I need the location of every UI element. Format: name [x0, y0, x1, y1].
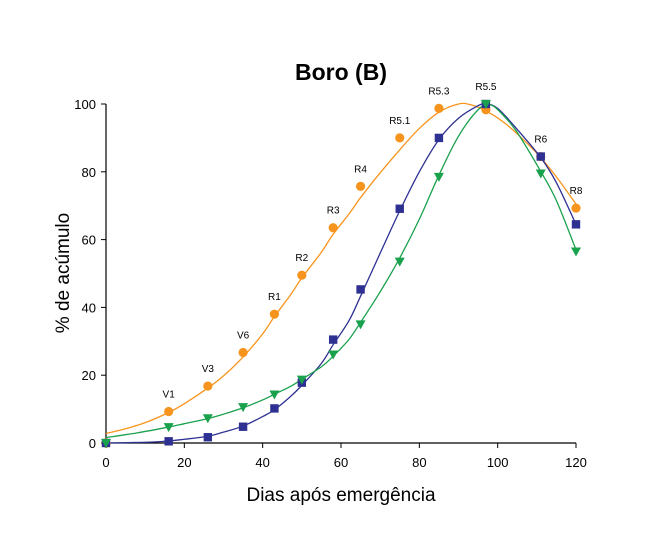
stage-label: R3	[327, 206, 340, 217]
stage-label: R8	[570, 186, 583, 197]
triangle-marker	[328, 350, 339, 360]
y-tick-label: 20	[82, 368, 96, 383]
x-tick-label: 80	[412, 455, 426, 470]
circle-marker	[328, 223, 338, 233]
square-marker	[238, 422, 248, 431]
y-tick-label: 100	[74, 97, 96, 112]
stage-annotations: V1 V3 V6 R1 R2 R3 R4 R5.1 R5.3 R5.5 R6 R8	[163, 82, 583, 400]
stage-label: V3	[202, 364, 215, 375]
circle-marker	[269, 309, 280, 319]
circle-marker	[434, 103, 444, 114]
x-tick-label: 20	[177, 455, 191, 470]
triangle-marker	[163, 423, 174, 433]
square-marker	[164, 437, 173, 446]
y-tick-label: 60	[82, 233, 96, 248]
square-marker	[270, 404, 279, 413]
x-tick-label: 0	[102, 455, 109, 470]
stage-label: V1	[163, 389, 176, 400]
stage-label: V6	[237, 330, 250, 341]
circle-marker	[297, 270, 307, 280]
series-curves	[105, 102, 577, 444]
triangle-marker	[101, 439, 111, 448]
series-line-3	[105, 103, 577, 439]
circle-marker	[238, 347, 248, 358]
y-tick-label: 0	[89, 436, 96, 451]
y-tick-label: 80	[82, 165, 96, 180]
triangle-marker	[480, 100, 491, 109]
square-marker	[328, 335, 338, 344]
square-marker	[434, 133, 444, 143]
triangle-marker	[269, 390, 280, 400]
stage-label: R1	[268, 292, 281, 303]
x-tick-label: 40	[255, 455, 269, 470]
square-marker	[356, 285, 365, 294]
triangle-marker	[433, 172, 444, 182]
chart-title: Boro (B)	[295, 59, 387, 85]
circle-marker	[164, 406, 174, 417]
stage-label: R5.5	[475, 82, 497, 93]
x-tick-label: 100	[487, 455, 509, 470]
triangle-marker	[238, 403, 249, 413]
y-axis-label: % de acúmulo	[53, 213, 74, 333]
square-marker	[395, 204, 404, 213]
x-tick-label: 120	[565, 455, 587, 470]
square-marker	[536, 152, 545, 161]
series-line-2	[105, 103, 577, 444]
triangle-marker	[535, 169, 546, 179]
triangle-marker	[202, 414, 213, 424]
x-axis-label: Dias após emergência	[246, 485, 435, 506]
triangle-marker	[394, 257, 405, 267]
stage-label: R5.3	[428, 86, 450, 97]
circle-marker	[355, 181, 366, 191]
stage-label: R2	[295, 253, 308, 264]
circle-marker	[203, 381, 213, 391]
stage-label: R6	[534, 135, 547, 146]
y-tick-label: 40	[82, 300, 96, 315]
axes: 0 20 40 60 80 100 0 20 40 60 80 100 120	[74, 97, 587, 470]
x-tick-label: 60	[334, 455, 348, 470]
triangle-marker	[571, 247, 581, 257]
stage-label: R4	[354, 164, 367, 175]
series-line-1	[105, 102, 577, 435]
square-marker	[571, 220, 581, 229]
circle-marker	[571, 203, 581, 213]
series-markers	[101, 99, 581, 448]
square-marker	[203, 433, 213, 442]
circle-marker	[395, 133, 405, 143]
triangle-marker	[296, 375, 307, 385]
triangle-marker	[355, 320, 366, 330]
stage-label: R5.1	[389, 116, 411, 127]
